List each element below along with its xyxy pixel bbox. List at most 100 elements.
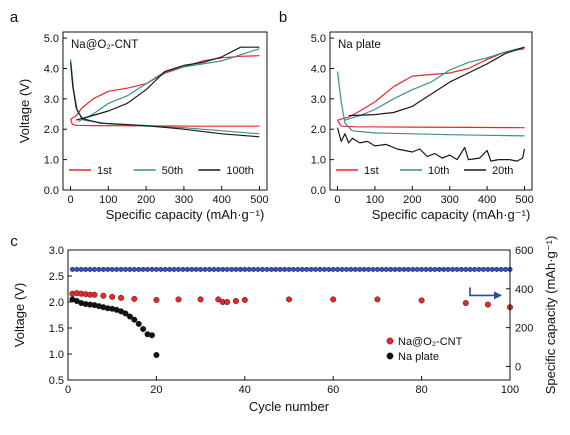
capacity-point [105,266,111,272]
data-point-Na plate [131,316,138,323]
capacity-point [458,266,464,272]
y-axis-label: Voltage (V) [17,79,32,143]
plot-frame [67,249,511,381]
capacity-point [326,266,332,272]
capacity-point [153,266,159,272]
capacity-point [100,266,106,272]
x-axis-label: Cycle number [249,399,330,414]
capacity-point [352,266,358,272]
capacity-point [131,266,137,272]
capacity-point [83,266,89,272]
capacity-point [295,266,301,272]
y-tick-label: 0.0 [44,185,59,197]
capacity-point [264,266,270,272]
y-tick-label: 2.0 [44,124,59,136]
panel-b: b 0 100 200 300 400 500 0.0 1.0 2.0 3.0 4.0 5.0 Speci… [279,9,534,222]
capacity-point [122,266,129,272]
capacity-point [498,266,504,272]
capacity-point [242,266,248,272]
capacity-point [145,266,151,272]
y-tick-label: 2.5 [49,271,64,283]
capacity-point [69,266,75,272]
data-point-Na@O₂-CNT [286,296,293,303]
data-point-Na@O₂-CNT [374,296,381,303]
data-point-Na@O₂-CNT [153,296,160,303]
panel-letter-b: b [279,9,287,26]
plot-frame [329,31,533,191]
legend-label-50th: 50th [162,165,183,177]
y-tick-label: 0.5 [49,375,64,387]
capacity-point [78,266,84,272]
capacity-point [343,266,350,272]
data-point-Na@O₂-CNT [215,296,222,303]
capacity-point [237,266,243,272]
capacity-point [312,266,319,272]
data-point-Na@O₂-CNT [462,300,469,307]
capacity-point [96,266,102,272]
y-tick-label: 0.0 [311,185,326,197]
capacity-point [175,266,182,272]
x-tick-label: 0 [65,384,71,396]
series-line-1st-discharge [70,119,260,127]
data-point-Na@O₂-CNT [118,294,125,301]
data-point-Na plate [153,352,160,359]
capacity-point [361,266,367,272]
y-tick-label: 3.0 [44,94,59,106]
capacity-point [299,266,305,272]
capacity-point [449,266,456,272]
capacity-point [392,266,398,272]
capacity-point [282,266,288,272]
right-axis-arrow [469,287,496,297]
x-tick-label: 80 [415,384,427,396]
series-line-10th-charge [344,46,525,121]
capacity-point [472,266,478,272]
data-point-Na@O₂-CNT [418,297,425,304]
capacity-point [396,266,403,272]
data-point-Na@O₂-CNT [330,296,337,303]
series-line-100th-charge [76,46,260,121]
y2-tick-label: 0 [515,361,521,373]
series-line-100th-discharge [70,62,260,138]
capacity-point [273,266,279,272]
y-tick-label: 5.0 [44,33,59,45]
x-axis-label: Specific capacity (mAh·g⁻¹) [106,207,265,222]
capacity-point [405,266,411,272]
capacity-point [388,266,394,272]
data-point-Na plate [122,310,129,317]
data-point-Na plate [148,332,155,339]
capacity-point [114,266,120,272]
capacity-point [357,266,363,272]
data-point-Na@O₂-CNT [109,293,116,300]
capacity-point [348,266,354,272]
capacity-point [259,266,266,272]
capacity-point [224,266,230,272]
series-line-1st-charge [337,48,525,121]
x-tick-label: 500 [250,194,268,206]
capacity-point [445,266,451,272]
capacity-point [215,266,221,272]
series-line-20th-discharge [336,127,526,162]
capacity-point [140,266,146,272]
x-tick-label: 400 [478,194,496,206]
x-tick-label: 300 [441,194,459,206]
capacity-point [87,266,93,272]
y-tick-label: 2.0 [49,297,64,309]
capacity-point [335,266,341,272]
series-line-1st-discharge [336,119,525,129]
legend-label-100th: 100th [226,165,254,177]
legend-label-1st: 1st [364,165,379,177]
capacity-point [401,266,407,272]
legend-marker-Na plate [386,352,394,360]
capacity-point [436,266,442,272]
capacity-point [109,266,115,272]
y-tick-label: 5.0 [311,33,326,45]
legend-label-Na plate: Na plate [398,351,439,363]
capacity-point [410,266,416,272]
y-tick-label: 3.0 [311,94,326,106]
capacity-point [317,266,323,272]
capacity-point [202,266,208,272]
capacity-point [321,266,327,272]
capacity-point [91,266,98,272]
data-point-Na plate [135,320,142,327]
